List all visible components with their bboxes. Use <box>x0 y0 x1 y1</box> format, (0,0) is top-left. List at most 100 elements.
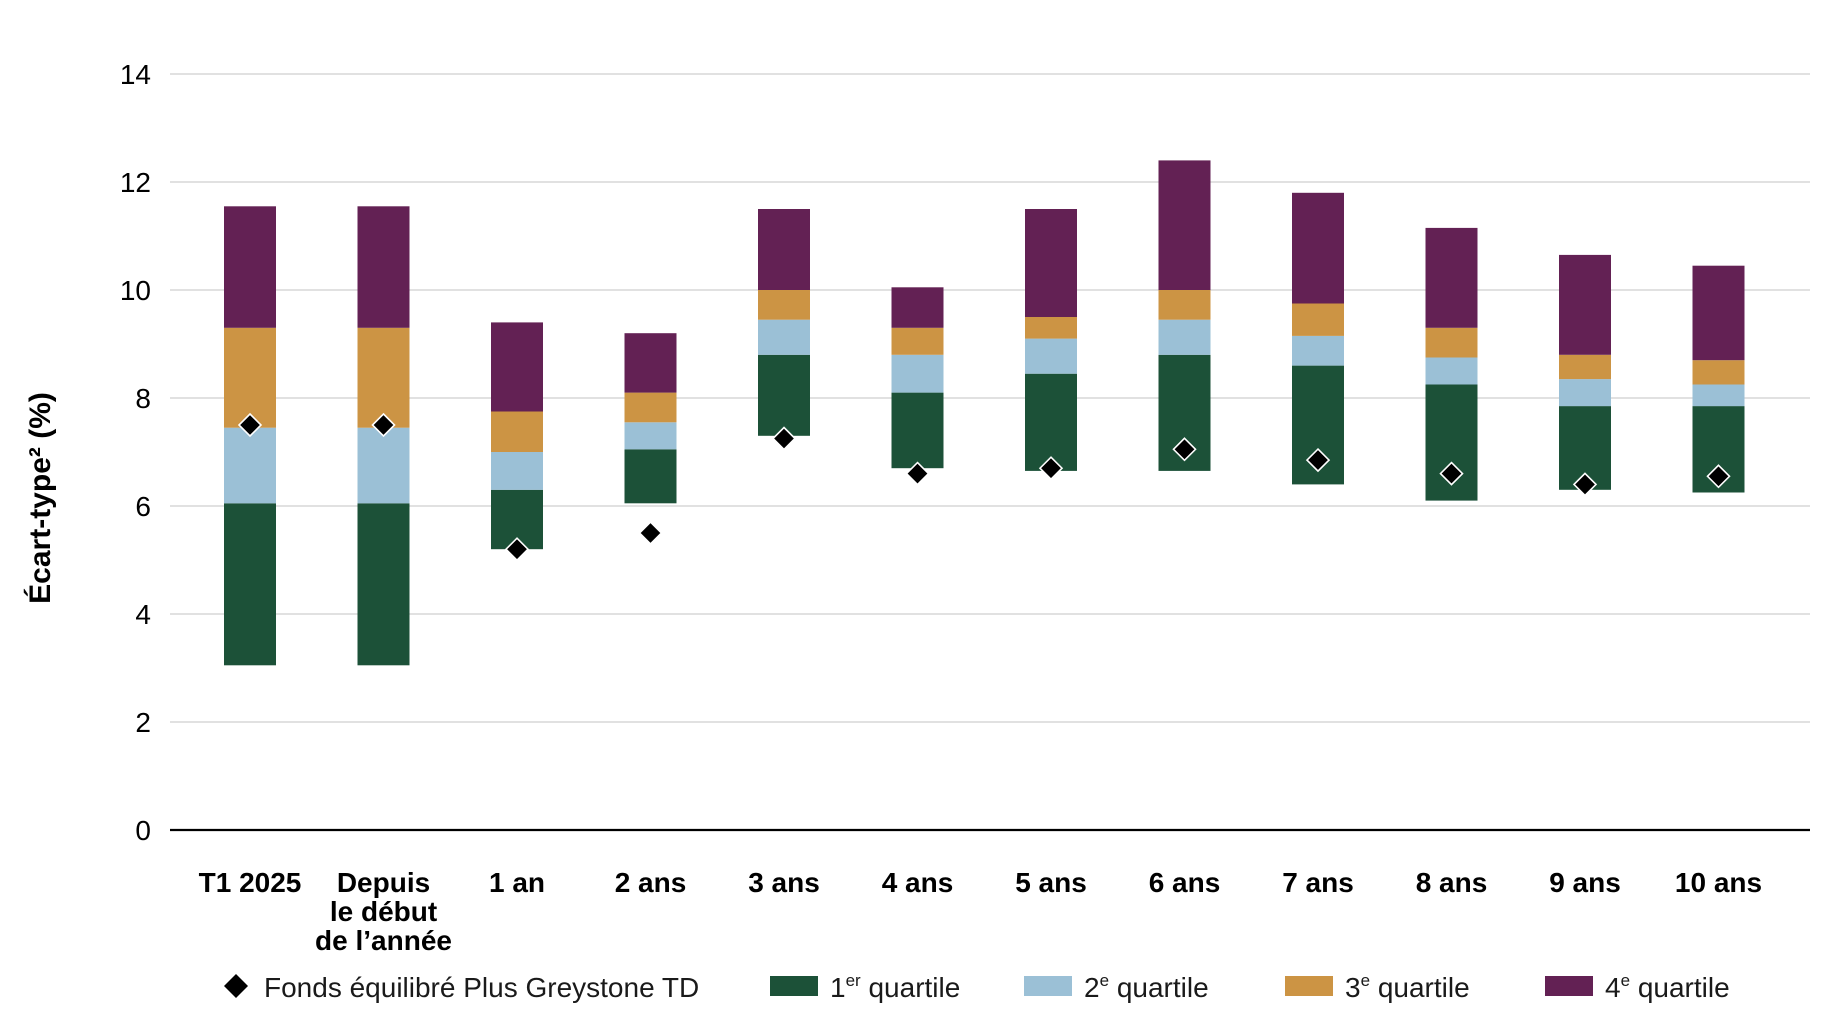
bar-q3 <box>1425 327 1478 358</box>
fund-marker <box>371 412 396 438</box>
bar-q4 <box>1292 192 1344 304</box>
bar-q2 <box>357 427 410 504</box>
y-axis-label: Écart-type² (%) <box>23 392 57 604</box>
bar-q3 <box>1559 354 1611 380</box>
bar-q3 <box>357 327 410 428</box>
fund-marker <box>905 461 930 486</box>
bar-q3 <box>224 327 276 428</box>
bar-q1 <box>891 392 944 469</box>
legend: Fonds équilibré Plus Greystone TD 1er qua… <box>224 971 1730 1003</box>
bars <box>224 160 1745 666</box>
y-tick-label: 14 <box>120 59 151 90</box>
bar-q3 <box>1692 360 1745 385</box>
legend-swatch <box>1545 976 1593 996</box>
legend-label: 2e quartile <box>1084 971 1209 1003</box>
legend-swatch <box>770 976 818 996</box>
x-tick-label: 9 ans <box>1549 867 1621 898</box>
fund-marker <box>237 412 263 438</box>
legend-label-text: quartile <box>861 972 961 1003</box>
x-tick-label-line: 8 ans <box>1416 867 1488 898</box>
x-tick-label-line: T1 2025 <box>199 867 302 898</box>
x-tick-label: 7 ans <box>1282 867 1354 898</box>
bar-q2 <box>491 452 543 490</box>
bar-q2 <box>758 319 810 355</box>
bar-q2 <box>1425 357 1478 385</box>
gridlines <box>170 73 1810 723</box>
bar-q3 <box>1292 303 1344 336</box>
bar-q4 <box>1559 254 1611 355</box>
x-tick-label-line: 7 ans <box>1282 867 1354 898</box>
fund-marker <box>638 520 663 546</box>
y-tick-label: 0 <box>135 815 151 846</box>
x-tick-label: 5 ans <box>1015 867 1087 898</box>
bar-q2 <box>1692 384 1745 407</box>
legend-label: 4e quartile <box>1605 971 1730 1003</box>
legend-item: 1er quartile <box>770 971 960 1003</box>
bar-q2 <box>224 427 276 504</box>
x-tick-label-line: 3 ans <box>748 867 820 898</box>
x-tick-label: 3 ans <box>748 867 820 898</box>
x-tick-label-line: 1 an <box>489 867 545 898</box>
bar-q1 <box>624 449 677 504</box>
legend-label: 3e quartile <box>1345 971 1470 1003</box>
x-tick-label: 6 ans <box>1149 867 1221 898</box>
bar-q3 <box>491 411 543 452</box>
legend-label-sup: e <box>1100 971 1109 990</box>
x-tick-label: 8 ans <box>1416 867 1488 898</box>
legend-label: 1er quartile <box>830 971 960 1003</box>
fund-marker <box>1172 437 1197 462</box>
fund-marker <box>771 426 797 451</box>
bar-q4 <box>891 287 944 328</box>
y-tick-label: 2 <box>135 707 151 738</box>
bar-q4 <box>1425 227 1478 328</box>
bar-q2 <box>1292 335 1344 366</box>
bar-q1 <box>224 503 276 666</box>
x-tick-label: T1 2025 <box>199 867 302 898</box>
x-tick-label-line: 9 ans <box>1549 867 1621 898</box>
bar-q2 <box>1158 319 1211 355</box>
bar-q4 <box>624 333 677 393</box>
fund-marker <box>504 537 530 562</box>
bar-q3 <box>758 290 810 320</box>
bar-q4 <box>1158 160 1211 290</box>
y-tick-label: 12 <box>120 167 151 198</box>
bar-q4 <box>1025 209 1077 317</box>
x-tick-label-line: 10 ans <box>1675 867 1762 898</box>
x-tick-label-line: 2 ans <box>615 867 687 898</box>
bar-q1 <box>758 354 810 436</box>
fund-markers <box>237 412 1731 562</box>
x-tick-label-line: le début <box>330 896 437 927</box>
x-tick-label: 4 ans <box>882 867 954 898</box>
bar-q2 <box>1559 379 1611 407</box>
legend-item: Fonds équilibré Plus Greystone TD <box>224 972 699 1003</box>
legend-item: 2e quartile <box>1024 971 1209 1003</box>
bar-q4 <box>357 206 410 328</box>
legend-label-sup: e <box>1621 971 1630 990</box>
x-tick-label-line: 4 ans <box>882 867 954 898</box>
bar-q4 <box>1692 265 1745 361</box>
bar-q4 <box>224 206 276 328</box>
legend-label-num: 3 <box>1345 972 1361 1003</box>
legend-item: 4e quartile <box>1545 971 1730 1003</box>
fund-marker <box>1439 461 1464 486</box>
bar-q3 <box>1025 317 1077 339</box>
legend-label-sup: e <box>1361 971 1370 990</box>
bar-q2 <box>891 354 944 393</box>
legend-swatch <box>1024 976 1072 996</box>
x-tick-label: 2 ans <box>615 867 687 898</box>
y-tick-label: 10 <box>120 275 151 306</box>
legend-label-num: 1 <box>830 972 846 1003</box>
fund-marker <box>1038 456 1064 481</box>
fund-marker <box>1572 472 1598 497</box>
legend-label-text: quartile <box>1370 972 1470 1003</box>
legend-label-text: quartile <box>1109 972 1209 1003</box>
x-tick-label: 1 an <box>489 867 545 898</box>
x-axis: T1 2025 Depuis le début de l’année 1 an 2 ans… <box>170 828 1810 956</box>
x-tick-label-line: Depuis <box>337 867 430 898</box>
legend-label-sup: er <box>846 971 861 990</box>
y-tick-label: 4 <box>135 599 151 630</box>
bar-q2 <box>624 422 677 450</box>
y-axis-ticks: 0 2 4 6 8 10 12 14 <box>120 59 151 846</box>
x-tick-label-line: 5 ans <box>1015 867 1087 898</box>
bar-q4 <box>758 209 810 290</box>
